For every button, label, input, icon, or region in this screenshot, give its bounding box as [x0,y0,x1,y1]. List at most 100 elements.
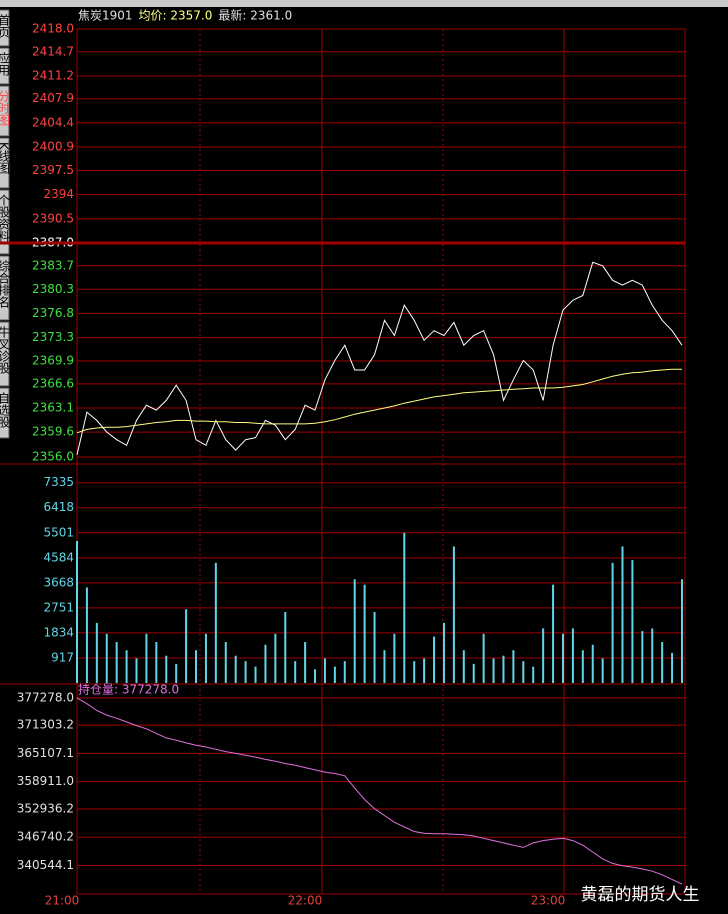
tab-text[interactable]: 个股资料 [0,194,11,242]
volume-bar [621,546,624,683]
tab-label[interactable]: 个股资料 [0,194,11,242]
y-tick-label: 2366.6 [32,376,74,390]
volume-bar [85,587,88,683]
tab[interactable] [0,137,10,189]
y-tick-label: 4584 [43,550,74,564]
y-tick-label: 6418 [43,500,74,514]
volume-bar [671,652,674,683]
y-tick-label: 2363.1 [32,400,74,414]
volume-bar [115,642,118,683]
y-tick-label: 2376.8 [32,306,74,320]
tab-text[interactable]: 综合排名 [0,260,11,308]
y-tick-label: 371303.2 [17,718,74,732]
tab[interactable] [0,189,10,255]
volume-bar [532,666,535,683]
volume-bar [462,650,465,683]
y-tick-label: 7335 [43,475,74,489]
volume-bar [403,532,406,683]
y-tick-label: 2356.0 [32,450,74,464]
y-tick-label: 2404.4 [32,115,74,129]
volume-bar [145,633,148,683]
volume-bar [433,636,436,683]
volume-bar [214,562,217,683]
volume-bar [571,628,574,683]
volume-bar [155,642,158,683]
tab[interactable] [0,321,10,387]
volume-bar [373,612,376,683]
tab-text[interactable]: 自选股 [0,392,11,429]
toolbar [0,0,728,7]
tab-text[interactable]: 应用 [0,51,11,77]
volume-bar [631,560,634,683]
tab-text[interactable]: 牛叉诊股 [0,325,11,375]
volume-bar [522,661,525,683]
volume-bar [661,642,664,683]
series-line [76,368,682,434]
y-tick-label: 2407.9 [32,91,74,105]
x-tick-label: 23:00 [531,894,566,908]
volume-bar [353,579,356,683]
volume-bar [294,661,297,683]
tab-label[interactable]: 综合排名 [0,260,11,308]
tab-text[interactable]: K线图 [0,142,11,174]
volume-bar [274,633,277,683]
y-tick-label: 377278.0 [17,690,74,704]
watermark: 黄磊的期货人生 [581,885,700,905]
volume-bar [601,658,604,683]
volume-bar [482,633,485,683]
volume-bar [105,633,108,683]
tab[interactable] [0,9,10,47]
volume-bar [542,628,545,683]
y-tick-label: 2369.9 [32,354,74,368]
volume-bar [472,663,475,683]
volume-bar [681,579,683,683]
volume-bar [165,655,168,683]
volume-bar [611,562,614,683]
series-line [76,697,683,885]
tab-label[interactable]: 牛叉诊股 [0,325,11,375]
series-line [76,261,683,456]
volume-bar [423,658,426,683]
volume-bar [552,584,555,683]
header-info: 均价: 2357.0 [139,9,213,23]
header-info: 最新: 2361.0 [218,8,292,23]
volume-bar [224,642,227,683]
volume-bar [95,622,98,683]
volume-bar [284,612,287,683]
tab-text[interactable]: 首页 [0,14,11,39]
y-tick-label: 358911.0 [17,774,74,788]
volume-bar [651,628,654,683]
y-tick-label: 2383.7 [32,258,74,272]
tab[interactable] [0,387,10,439]
volume-bar [591,644,594,683]
tab[interactable] [0,85,10,137]
volume-bar [363,584,366,683]
volume-bar [323,658,326,683]
panel-title: 持仓量: 377278.0 [78,682,179,697]
y-tick-label: 346740.2 [17,830,74,844]
y-tick-label: 365107.1 [17,746,74,760]
volume-bar [135,658,138,683]
y-tick-label: 352936.2 [17,801,74,815]
volume-bar [254,666,257,683]
tab[interactable] [0,255,10,321]
tab-text[interactable]: 分时图 [0,90,11,126]
volume-bar [244,661,247,683]
tab-label[interactable]: K线图 [0,142,11,174]
volume-bar [581,650,584,683]
volume-bar [452,546,455,683]
volume-bar [502,655,505,683]
tab[interactable] [0,47,10,85]
tab-label[interactable]: 自选股 [0,392,11,429]
y-tick-label: 1834 [43,625,74,639]
volume-bar [383,650,386,683]
volume-bar [195,650,198,683]
tab-label[interactable]: 首页 [0,14,11,39]
tab-label[interactable]: 应用 [0,51,11,77]
y-tick-label: 2373.3 [32,330,74,344]
tab-label[interactable]: 分时图 [0,90,11,126]
y-tick-label: 2394 [43,187,74,201]
volume-bar [264,644,267,683]
